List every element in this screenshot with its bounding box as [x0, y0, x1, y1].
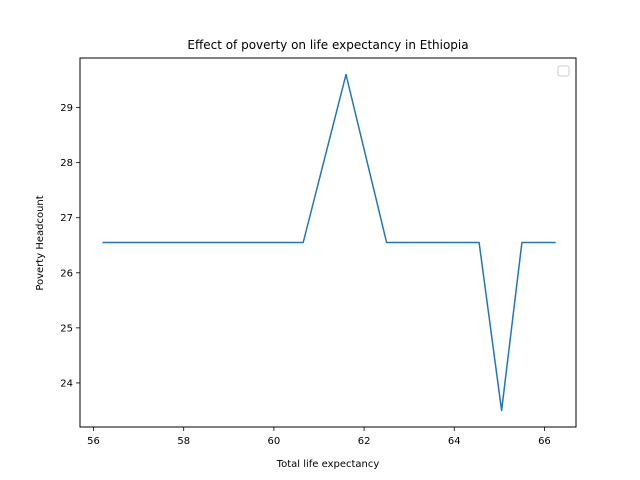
y-tick-label: 26	[60, 268, 73, 279]
chart-title: Effect of poverty on life expectancy in …	[187, 38, 468, 52]
y-axis-label: Poverty Headcount	[35, 195, 46, 290]
plot-frame	[79, 57, 577, 428]
x-axis-label: Total life expectancy	[276, 459, 380, 470]
series-layer	[102, 73, 556, 412]
y-axis-ticks: 24 25 26 27 28 29	[60, 103, 80, 389]
x-tick-label: 60	[268, 436, 281, 447]
legend-box	[557, 65, 570, 77]
x-tick-label: 64	[448, 436, 461, 447]
x-tick-label: 62	[358, 436, 371, 447]
y-tick-label: 25	[60, 323, 73, 334]
x-tick-label: 66	[538, 436, 551, 447]
x-tick-label: 56	[87, 436, 100, 447]
y-tick-label: 27	[60, 213, 73, 224]
y-tick-label: 28	[60, 158, 73, 169]
plot-area	[79, 57, 577, 428]
y-tick-label: 24	[60, 378, 73, 389]
series-line-1	[102, 73, 556, 412]
y-tick-label: 29	[60, 103, 73, 114]
x-axis-ticks: 56 58 60 62 64 66	[87, 427, 551, 447]
x-tick-label: 58	[177, 436, 190, 447]
